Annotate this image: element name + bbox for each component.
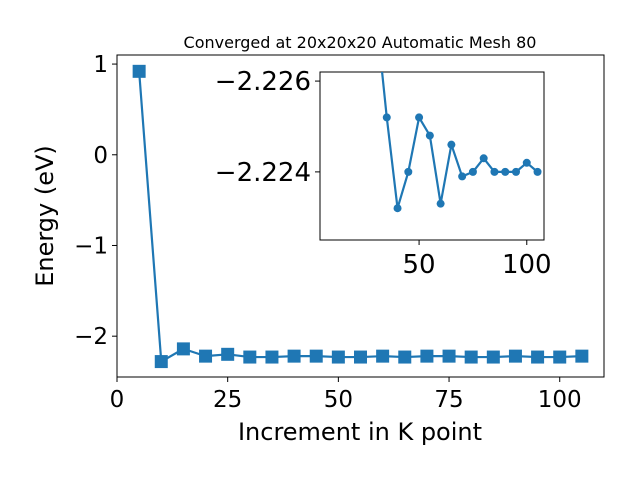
main-data-point xyxy=(354,350,367,364)
main-data-point xyxy=(199,349,213,363)
inset-plot: 50 100 −2.226 −2.224 xyxy=(215,67,552,280)
main-data-point xyxy=(553,350,567,364)
y-axis-label: Energy (eV) xyxy=(31,145,59,287)
main-data-point xyxy=(486,350,500,364)
main-y-tick-label: 1 xyxy=(93,52,108,78)
inset-y-tick-label: −2.226 xyxy=(215,67,311,97)
main-x-tick-label: 100 xyxy=(538,387,582,413)
main-data-point xyxy=(398,350,412,364)
main-x-tick-label: 75 xyxy=(434,387,463,413)
main-x-tick-label: 50 xyxy=(324,387,353,413)
inset-data-point xyxy=(382,113,391,122)
inset-series-marker-group xyxy=(382,113,542,213)
inset-data-point xyxy=(425,131,434,140)
main-data-point xyxy=(176,342,190,356)
inset-data-point xyxy=(436,199,445,208)
inset-data-point xyxy=(404,167,413,176)
main-data-point xyxy=(265,350,279,364)
main-y-tick-label: −1 xyxy=(74,233,108,259)
inset-data-point xyxy=(447,140,456,149)
main-data-point xyxy=(442,349,456,363)
main-data-point xyxy=(464,350,478,364)
main-data-point xyxy=(420,349,434,363)
main-data-point xyxy=(243,350,257,364)
chart-title: Converged at 20x20x20 Automatic Mesh 80 xyxy=(184,33,537,52)
inset-series-line xyxy=(380,72,539,210)
main-x-tick-label: 0 xyxy=(110,387,125,413)
main-series-marker-group xyxy=(132,64,589,369)
inset-data-point xyxy=(522,158,531,167)
x-axis-label: Increment in K point xyxy=(238,418,482,446)
inset-y-ticks: −2.226 −2.224 xyxy=(215,67,320,188)
main-data-point xyxy=(154,355,168,369)
main-data-point xyxy=(376,349,390,363)
main-x-ticks: 0 25 50 75 100 xyxy=(110,377,582,413)
inset-data-point xyxy=(533,167,542,176)
inset-y-tick-label: −2.224 xyxy=(215,158,311,188)
inset-x-tick-label: 100 xyxy=(502,250,552,280)
main-data-point xyxy=(508,349,522,363)
main-data-point xyxy=(132,64,146,78)
inset-x-ticks: 50 100 xyxy=(403,240,552,280)
main-data-point xyxy=(221,347,235,361)
main-data-point xyxy=(531,350,545,364)
main-data-point xyxy=(575,349,589,363)
inset-data-point xyxy=(479,154,488,163)
inset-data-point xyxy=(415,113,424,122)
main-data-point xyxy=(309,349,323,363)
inset-data-point xyxy=(490,167,499,176)
inset-data-point xyxy=(393,204,402,213)
inset-series-line-group xyxy=(380,72,539,210)
inset-data-point xyxy=(458,172,467,181)
main-data-point xyxy=(331,350,345,364)
inset-x-tick-label: 50 xyxy=(403,250,436,280)
main-x-tick-label: 25 xyxy=(213,387,242,413)
main-data-point xyxy=(287,349,301,363)
inset-data-point xyxy=(501,167,510,176)
inset-data-point xyxy=(512,167,520,176)
main-y-tick-label: −2 xyxy=(74,324,108,350)
main-y-tick-label: 0 xyxy=(93,143,108,169)
inset-data-point xyxy=(468,167,477,176)
main-y-ticks: 1 0 −1 −2 xyxy=(74,52,117,350)
